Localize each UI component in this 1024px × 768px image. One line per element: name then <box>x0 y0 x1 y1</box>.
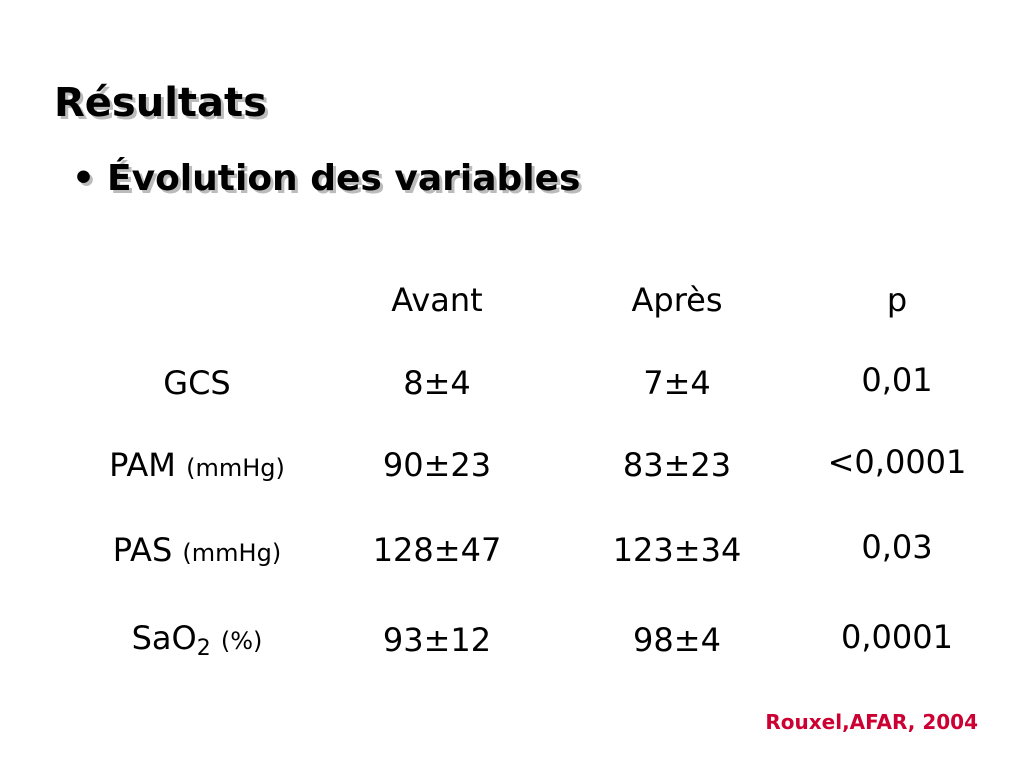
row-label: SaO2 (%) <box>132 619 263 661</box>
table-cell: 8±4 <box>403 364 471 402</box>
label-text: GCS <box>163 364 231 402</box>
label-text: PAS <box>112 531 173 569</box>
table-cell: 0,03 <box>861 528 933 566</box>
table-cell: 90±23 <box>382 446 492 484</box>
row-label: PAM (mmHg) <box>109 446 285 484</box>
label-unit: (%) <box>220 627 263 655</box>
label-text: PAM <box>109 446 176 484</box>
citation: Rouxel,AFAR, 2004 <box>765 710 978 734</box>
column-header: Avant <box>391 281 483 319</box>
table-cell: 98±4 <box>633 621 721 659</box>
table-cell: <0,0001 <box>827 443 967 481</box>
label-unit: (mmHg) <box>186 454 285 482</box>
slide-title: Résultats <box>54 80 267 126</box>
table-cell: 123±34 <box>612 531 742 569</box>
label-text: SaO <box>131 619 197 657</box>
table-cell: 0,0001 <box>841 618 953 656</box>
bullet-dot: • <box>72 158 96 199</box>
table-cell: 83±23 <box>622 446 732 484</box>
table-cell: 128±47 <box>372 531 502 569</box>
column-header: Après <box>631 281 723 319</box>
bullet-text: Évolution des variables <box>107 158 581 199</box>
row-label: GCS <box>163 364 230 402</box>
column-header: p <box>886 281 908 319</box>
row-label: PAS (mmHg) <box>113 531 281 569</box>
bullet: • Évolution des variables <box>72 158 580 199</box>
label-unit: (mmHg) <box>182 539 282 567</box>
label-subscript: 2 <box>196 636 211 661</box>
table-cell: 7±4 <box>643 364 711 402</box>
table-cell: 93±12 <box>382 621 492 659</box>
table-cell: 0,01 <box>861 361 933 399</box>
